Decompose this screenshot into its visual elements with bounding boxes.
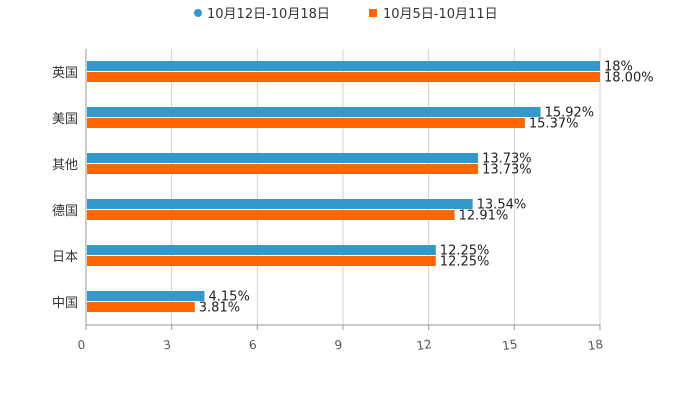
- gridlines: [171, 49, 601, 325]
- legend-marker-series-1: [194, 9, 202, 17]
- legend-label-series-1[interactable]: 10月12日-10月18日: [207, 7, 330, 22]
- data-label-series-2-2: 13.73%: [482, 163, 532, 178]
- bar-series-1-1[interactable]: [87, 107, 541, 117]
- bar-series-1-0[interactable]: [87, 61, 600, 71]
- labels: 英国 18%18.00% 美国 15.92%15.37% 其他 13.73%13.73% 德…: [52, 60, 654, 316]
- x-tick-label-1: 3: [162, 338, 172, 353]
- legend-marker-series-2: [369, 9, 377, 17]
- legend-label-series-2[interactable]: 10月5日-10月11日: [383, 7, 498, 22]
- category-label-4: 日本: [52, 250, 78, 265]
- bar-series-1-5[interactable]: [87, 291, 205, 301]
- bars: [87, 61, 600, 312]
- data-label-series-1-5: 4.15%: [209, 290, 250, 305]
- bar-series-1-3[interactable]: [87, 199, 473, 209]
- x-tick-label-3: 9: [334, 338, 344, 353]
- data-label-series-1-3: 13.54%: [477, 198, 527, 213]
- data-label-series-2-3: 12.91%: [459, 209, 509, 224]
- x-tick-label-5: 15: [501, 337, 518, 353]
- bar-series-2-0[interactable]: [87, 72, 600, 82]
- category-label-5: 中国: [52, 296, 78, 311]
- bar-series-2-3[interactable]: [87, 210, 455, 220]
- data-label-series-1-1: 15.92%: [545, 106, 595, 121]
- data-label-series-1-4: 12.25%: [440, 244, 490, 259]
- x-tick-label-0: 0: [77, 338, 87, 353]
- x-tick-label-2: 6: [248, 338, 258, 353]
- bar-series-2-4[interactable]: [87, 256, 436, 266]
- x-tick-label-4: 12: [416, 337, 433, 353]
- data-label-series-1-0: 18%: [604, 60, 633, 75]
- bar-series-2-5[interactable]: [87, 302, 195, 312]
- bar-series-1-4[interactable]: [87, 245, 436, 255]
- category-label-0: 英国: [52, 66, 78, 81]
- category-label-2: 其他: [52, 158, 78, 173]
- x-tick-label-6: 18: [587, 337, 604, 353]
- data-label-series-2-4: 12.25%: [440, 255, 490, 270]
- data-label-series-2-0: 18.00%: [604, 71, 654, 86]
- data-label-series-2-1: 15.37%: [529, 117, 579, 132]
- category-label-3: 德国: [52, 204, 78, 219]
- bar-series-2-1[interactable]: [87, 118, 525, 128]
- legend: 10月12日-10月18日 10月5日-10月11日: [194, 7, 498, 22]
- bar-series-2-2[interactable]: [87, 164, 479, 174]
- bar-series-1-2[interactable]: [87, 153, 479, 163]
- data-label-series-2-5: 3.81%: [199, 301, 240, 316]
- data-label-series-1-2: 13.73%: [482, 152, 532, 167]
- axes: 0 3 6 9 12 15 18: [77, 49, 604, 353]
- category-label-1: 美国: [52, 112, 78, 127]
